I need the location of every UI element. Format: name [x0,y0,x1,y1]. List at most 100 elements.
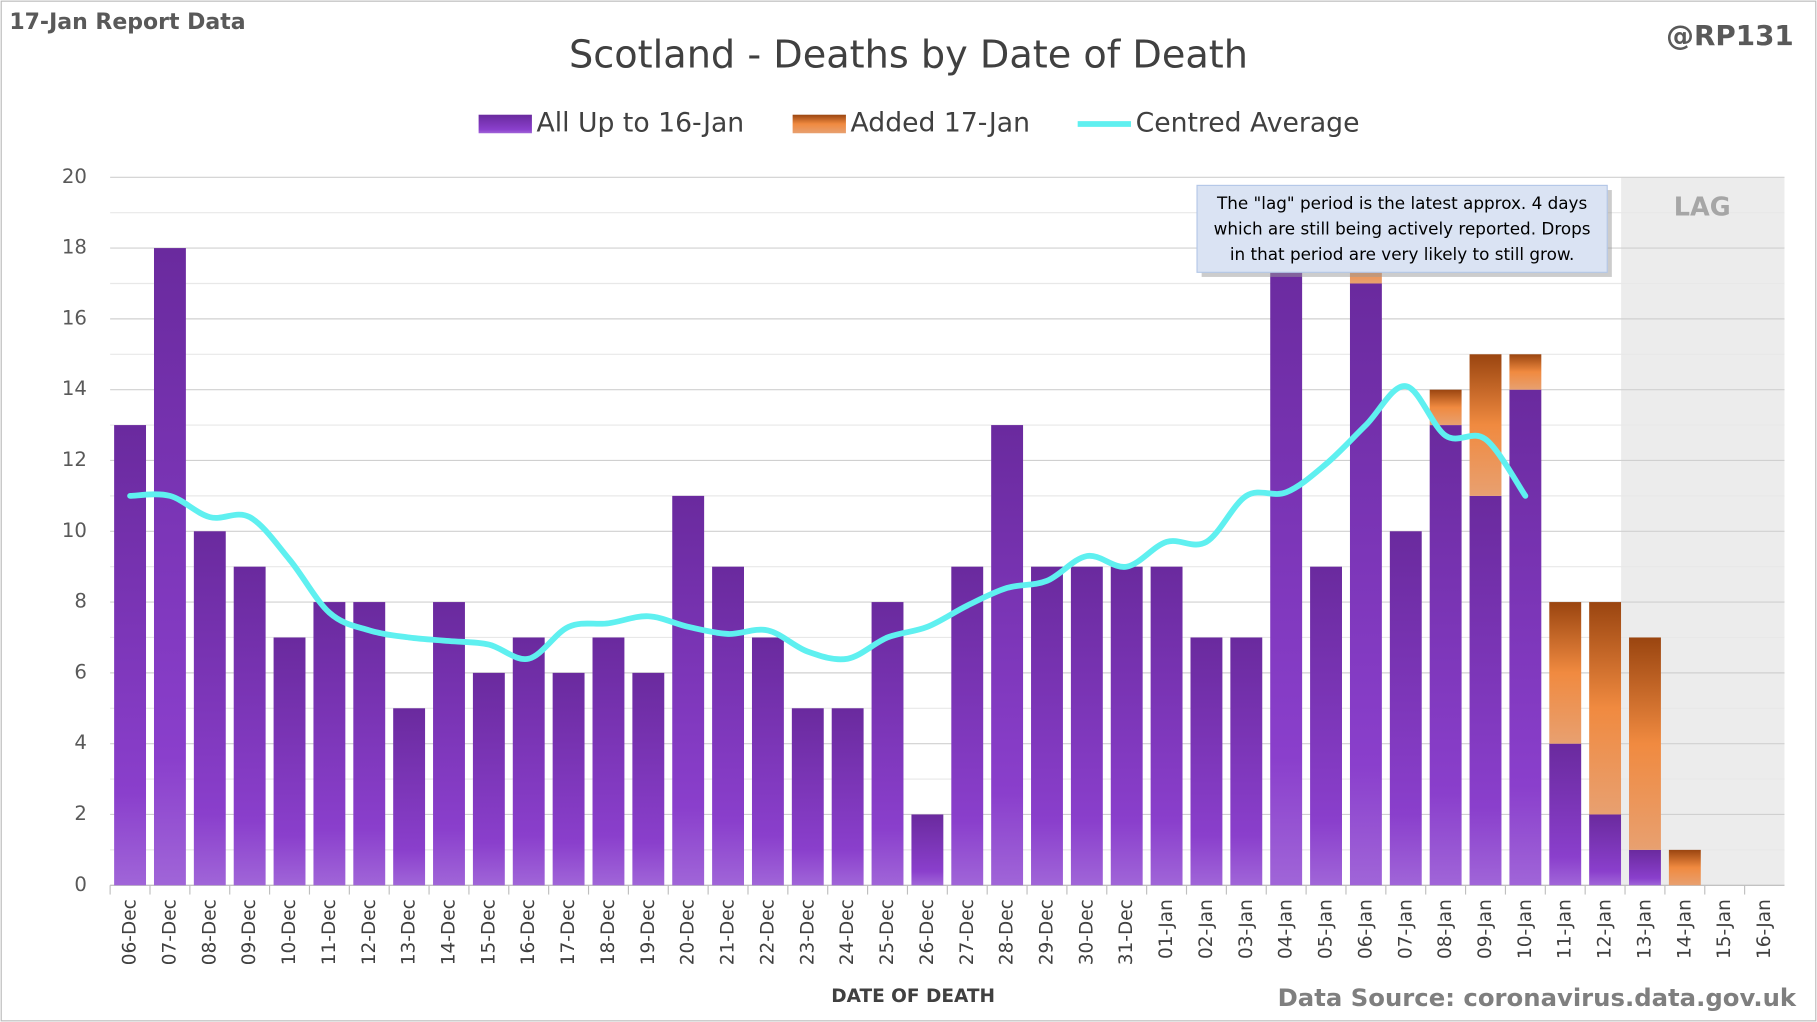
y-tick-label: 6 [74,660,87,683]
x-tick-label: 11-Jan [1555,899,1576,959]
legend-swatch [792,114,846,134]
legend-label: Centred Average [1136,107,1360,138]
y-tick-label: 0 [74,873,87,896]
bar [632,672,665,886]
x-tick-label: 06-Dec [120,899,141,965]
y-tick-label: 16 [62,306,87,329]
bar [751,637,784,886]
x-tick-label: 05-Jan [1316,899,1337,959]
y-tick-label: 10 [62,519,87,542]
x-tick-label: 31-Dec [1116,899,1137,965]
x-tick-label: 07-Jan [1395,899,1416,959]
x-tick-label: 10-Jan [1515,899,1536,959]
bar [592,637,625,886]
bar [512,637,545,886]
corner-left: 17-Jan Report Data [9,10,245,35]
bar [552,672,585,886]
bar [1310,566,1342,886]
y-tick-label: 2 [74,802,87,825]
x-tick-label: 23-Dec [797,899,818,965]
x-tick-label: 21-Dec [718,899,739,965]
bar [114,425,147,886]
x-tick-label: 27-Dec [957,899,978,965]
x-tick-label: 13-Jan [1634,899,1655,959]
bar [472,672,505,886]
x-tick-label: 13-Dec [399,899,420,965]
x-tick-label: 04-Jan [1276,899,1297,959]
x-tick-label: 17-Dec [558,899,579,965]
bar [1549,602,1582,744]
annotation-box [1196,184,1608,273]
y-tick-label: 18 [62,236,87,259]
y-tick-label: 4 [74,731,87,754]
y-tick-label: 12 [62,448,87,471]
y-tick-label: 20 [62,165,87,188]
bar [1230,637,1263,886]
bar [273,637,306,886]
x-tick-label: 16-Dec [518,899,539,965]
lag-label: LAG [1674,193,1731,223]
x-tick-label: 08-Dec [199,899,220,965]
x-axis-label: DATE OF DEATH [831,986,995,1007]
x-tick-label: 15-Dec [478,899,499,965]
x-tick-label: 30-Dec [1076,899,1097,965]
x-tick-label: 14-Dec [438,899,459,965]
bar [393,708,426,886]
annotation-text: The "lag" period is the latest approx. 4… [1216,193,1587,213]
bar [1349,283,1382,886]
bar [871,602,904,886]
x-tick-label: 25-Dec [877,899,898,965]
bar [672,495,705,886]
x-tick-label: 29-Dec [1036,899,1057,965]
x-tick-label: 03-Jan [1236,899,1257,959]
chart-title: Scotland - Deaths by Date of Death [569,33,1248,77]
y-tick-label: 8 [74,590,87,613]
annotation-text: which are still being actively reported.… [1214,218,1591,238]
bar [313,602,346,886]
source: Data Source: coronavirus.data.gov.uk [1278,983,1797,1012]
bar [1270,248,1303,886]
bar [1190,637,1223,886]
bar [1589,814,1622,886]
y-tick-label: 14 [62,377,87,400]
bar [1469,495,1502,886]
x-tick-label: 18-Dec [598,899,619,965]
bar [1469,354,1502,496]
x-tick-label: 06-Jan [1355,899,1376,959]
bar [353,602,386,886]
bar [951,566,984,886]
x-tick-label: 09-Dec [239,899,260,965]
bar [1031,566,1063,886]
annotation-text: in that period are very likely to still … [1230,244,1575,264]
bar [1150,566,1183,886]
bar [153,248,186,886]
legend-swatch [478,114,532,134]
bar [1549,743,1582,886]
bar [1509,389,1542,886]
x-tick-label: 20-Dec [678,899,699,965]
x-tick-label: 19-Dec [638,899,659,965]
x-tick-label: 07-Dec [159,899,180,965]
x-tick-label: 01-Jan [1156,899,1177,959]
bar [1070,566,1103,886]
x-tick-label: 12-Jan [1595,899,1616,959]
bar [1429,425,1462,886]
x-tick-label: 11-Dec [319,899,340,965]
bar [1389,531,1422,886]
bar [1110,566,1143,886]
bar [1589,602,1622,815]
corner-right: @RP131 [1666,19,1794,52]
bar [911,814,944,886]
x-tick-label: 22-Dec [757,899,778,965]
x-tick-label: 09-Jan [1475,899,1496,959]
bar [1629,637,1661,850]
x-tick-label: 10-Dec [279,899,300,965]
x-tick-label: 14-Jan [1674,899,1695,959]
x-tick-label: 26-Dec [917,899,938,965]
bar [712,566,745,886]
x-tick-label: 12-Dec [359,899,380,965]
x-tick-label: 24-Dec [837,899,858,965]
x-tick-label: 02-Jan [1196,899,1217,959]
